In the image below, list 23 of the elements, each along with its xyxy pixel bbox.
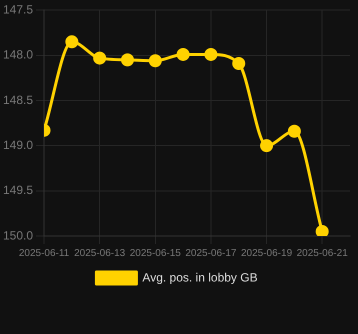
point — [260, 139, 274, 152]
x-tick-label: 2025-06-15 — [130, 248, 182, 259]
y-tick-label: 149.5 — [3, 183, 34, 198]
x-tick-label: 2025-06-11 — [18, 248, 70, 259]
point — [120, 53, 134, 66]
point — [176, 48, 190, 61]
point — [148, 54, 162, 68]
y-tick-label: 148.0 — [3, 48, 34, 62]
point — [316, 224, 329, 236]
point — [204, 48, 218, 61]
x-tick-label: 2025-06-13 — [74, 248, 126, 259]
y-tick-label: 148.5 — [3, 92, 34, 107]
y-tick-label: 150.0 — [3, 228, 34, 242]
x-tick-label: 2025-06-21 — [296, 248, 348, 259]
point — [232, 56, 246, 70]
y-tick-label: 149.0 — [3, 138, 34, 152]
point — [65, 35, 78, 48]
y-tick-label: 147.5 — [3, 2, 34, 17]
point — [93, 52, 106, 65]
point — [288, 124, 301, 138]
legend-label: Avg. pos. in lobby GB — [142, 270, 258, 284]
x-tick-label: 2025-06-19 — [240, 248, 293, 259]
x-tick-label: 2025-06-17 — [185, 248, 237, 259]
